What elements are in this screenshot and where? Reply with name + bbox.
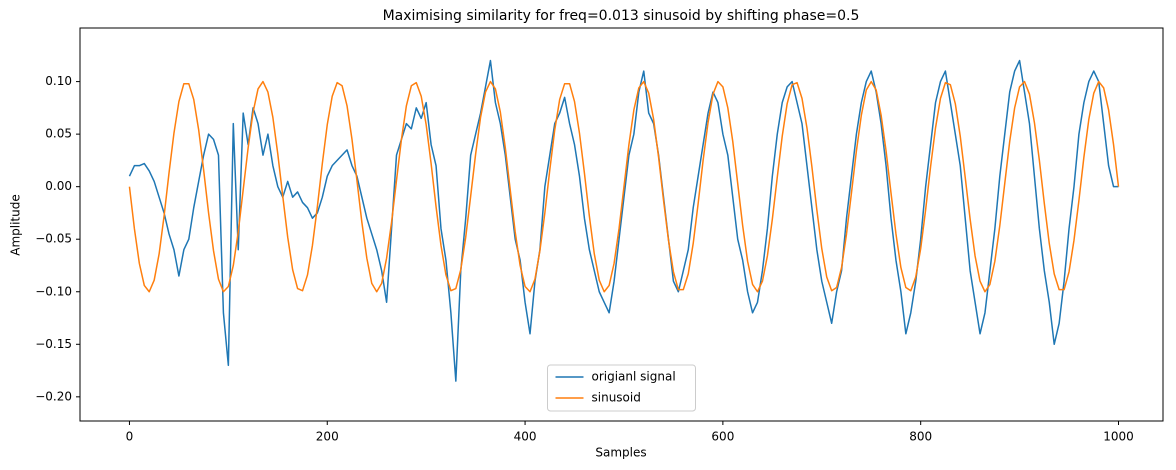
plot-frame <box>79 27 1164 422</box>
x-tick-label: 400 <box>514 430 537 444</box>
y-tick-label: 0.05 <box>45 127 72 141</box>
x-tick-label: 200 <box>316 430 339 444</box>
series-line <box>128 80 1120 293</box>
legend-box <box>547 364 696 412</box>
x-tick-label: 0 <box>126 430 134 444</box>
series-line <box>128 59 1119 382</box>
y-tick-label: −0.05 <box>35 232 72 246</box>
x-tick-label: 1000 <box>1103 430 1134 444</box>
y-tick-label: 0.00 <box>45 179 72 193</box>
y-axis-label: Amplitude <box>9 194 23 256</box>
chart-title: Maximising similarity for freq=0.013 sin… <box>383 8 860 24</box>
y-tick-label: −0.10 <box>35 284 72 298</box>
x-tick-label: 600 <box>711 430 734 444</box>
y-tick-label: −0.20 <box>35 389 72 403</box>
x-tick-label: 800 <box>909 430 932 444</box>
y-tick-label: −0.15 <box>35 337 72 351</box>
legend-label: origianl signal <box>592 370 676 384</box>
x-axis-label: Samples <box>595 446 646 460</box>
legend-label: sinusoid <box>592 391 641 405</box>
y-tick-label: 0.10 <box>45 74 72 88</box>
